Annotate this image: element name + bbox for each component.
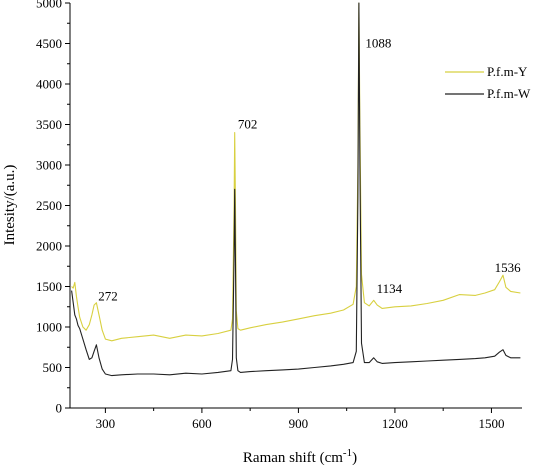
axes-layer: 0 500 1000 1500 2000 2500 3000 3500 4000 4500 5000… (36, 0, 504, 431)
y-tick-label: 0 (56, 401, 63, 416)
x-axis-title-main: Raman shift (cm (243, 450, 343, 466)
annotation-layer: 272 702 1088 1134 1536 (98, 36, 521, 304)
y-tick-label: 1500 (36, 279, 62, 294)
x-tick-label: 1500 (478, 416, 504, 431)
series-line-yellow (71, 2, 521, 342)
x-axis-title: Raman shift (cm-1) (243, 447, 357, 466)
peak-label: 1134 (377, 281, 403, 296)
y-tick-label: 3500 (36, 117, 62, 132)
y-tick-label: 4000 (36, 77, 62, 92)
peak-label: 702 (238, 117, 258, 132)
x-axis-title-sup: -1 (343, 447, 352, 459)
y-tick-label: 1000 (36, 320, 62, 335)
y-tick-label: 2500 (36, 198, 62, 213)
peak-label: 272 (98, 288, 118, 303)
y-axis-title: Intesity/(a.u.) (2, 165, 18, 246)
x-tick-label: 300 (96, 416, 116, 431)
legend: P.f.m-Y P.f.m-W (445, 64, 531, 101)
peak-label: 1088 (365, 36, 391, 51)
y-tick-label: 500 (43, 360, 63, 375)
legend-label-black: P.f.m-W (487, 86, 531, 101)
series-layer (71, 2, 521, 377)
y-tick-label: 4500 (36, 36, 62, 51)
x-tick-label: 1200 (382, 416, 408, 431)
series-line-black (71, 2, 521, 377)
x-tick-label: 900 (289, 416, 309, 431)
y-tick-label: 2000 (36, 239, 62, 254)
y-tick-label: 5000 (36, 0, 62, 11)
x-axis-title-close: ) (352, 450, 357, 466)
x-tick-label: 600 (192, 416, 212, 431)
plot-frame (69, 3, 522, 409)
y-tick-label: 3000 (36, 158, 62, 173)
legend-label-yellow: P.f.m-Y (487, 64, 528, 79)
peak-label: 1536 (495, 260, 521, 275)
